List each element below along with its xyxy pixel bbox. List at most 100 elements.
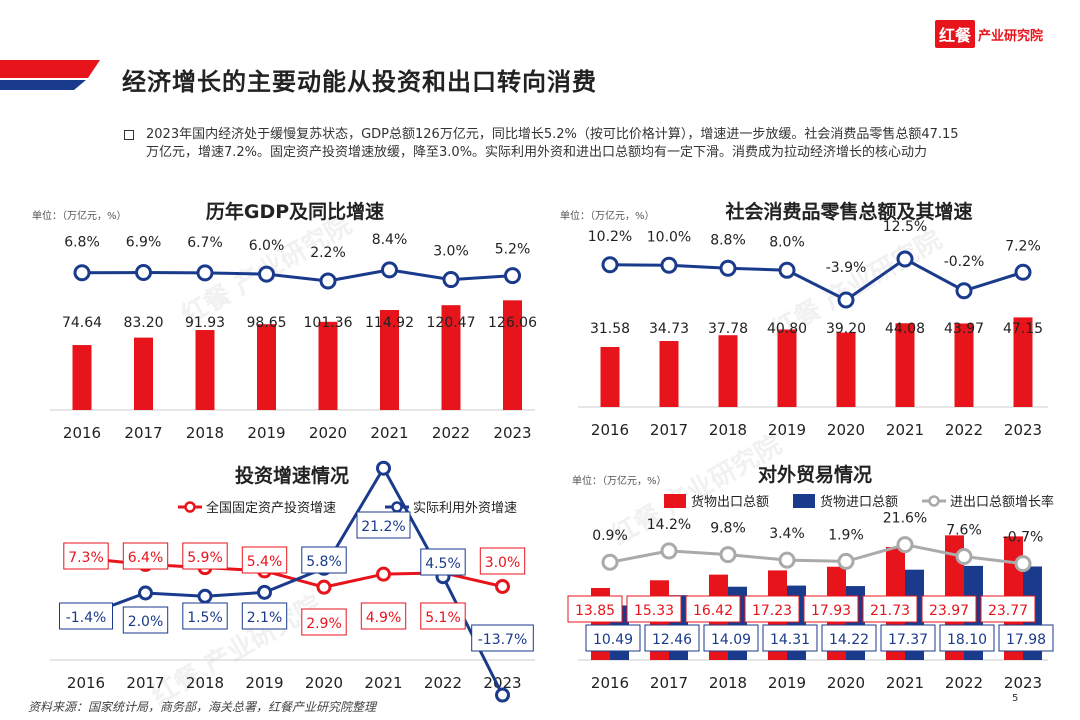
data-label-box — [182, 542, 228, 570]
data-label: 21.2% — [361, 519, 405, 535]
data-label-box — [685, 595, 741, 623]
bar-value-label: 43.97 — [944, 321, 984, 337]
data-label-box — [644, 624, 700, 652]
x-tick-label: 2021 — [364, 674, 402, 692]
growth-point — [316, 579, 332, 595]
data-label: 14.22 — [829, 632, 869, 648]
data-label: 3.0% — [485, 555, 521, 571]
bar-value-label: 126.06 — [488, 315, 537, 331]
data-label: 17.37 — [888, 632, 928, 648]
growth-value-label: 7.2% — [1005, 238, 1041, 254]
legend-marker — [184, 501, 196, 513]
x-tick-label: 2022 — [424, 674, 462, 692]
data-label: 6.4% — [128, 550, 164, 566]
data-label-box — [939, 624, 995, 652]
x-tick-label: 2018 — [709, 674, 747, 692]
data-label-box — [420, 548, 466, 576]
growth-value-label: 6.0% — [249, 238, 285, 254]
x-tick-label: 2023 — [493, 424, 531, 442]
data-label-box — [880, 624, 936, 652]
data-label-box — [241, 546, 288, 574]
x-tick-label: 2016 — [591, 421, 629, 439]
data-label: 17.93 — [811, 603, 851, 619]
growth-value-label: 9.8% — [710, 521, 746, 537]
growth-value-label: 8.0% — [769, 234, 805, 250]
growth-point — [257, 584, 272, 600]
bar — [134, 337, 153, 410]
bar-value-label: 120.47 — [427, 315, 476, 331]
data-label: 10.49 — [593, 632, 633, 648]
x-tick-label: 2016 — [63, 424, 101, 442]
banner-navy-stripe — [0, 80, 86, 90]
data-label: 23.97 — [929, 603, 969, 619]
x-tick-label: 2019 — [245, 674, 283, 692]
bar — [600, 346, 620, 407]
x-tick-label: 2019 — [768, 421, 806, 439]
data-label-box — [921, 595, 977, 623]
data-label: 5.1% — [425, 610, 461, 626]
bar — [441, 305, 461, 410]
legend-label: 货物进口总额 — [820, 494, 898, 510]
chart-title: 对外贸易情况 — [758, 463, 872, 486]
x-tick-label: 2017 — [126, 674, 164, 692]
bar-value-label: 47.15 — [1003, 321, 1043, 337]
bar-value-label: 34.73 — [649, 321, 689, 337]
bar — [1013, 317, 1033, 407]
growth-value-label: -0.2% — [944, 254, 985, 270]
growth-point — [778, 551, 796, 569]
growth-value-label: 6.9% — [126, 235, 162, 251]
data-label-box — [122, 542, 169, 570]
unit-label: 单位：（万亿元，%） — [572, 474, 667, 487]
x-tick-label: 2017 — [650, 421, 688, 439]
growth-point — [138, 585, 153, 601]
bar-value-label: 40.80 — [767, 321, 807, 337]
data-label: 2.0% — [128, 614, 164, 630]
data-label-box — [471, 624, 534, 652]
data-label: 23.77 — [988, 603, 1028, 619]
chart-title: 历年GDP及同比增速 — [206, 200, 384, 223]
x-tick-label: 2016 — [591, 674, 629, 692]
data-label-box — [803, 595, 859, 623]
bar-value-label: 98.65 — [246, 315, 286, 331]
growth-point — [319, 272, 337, 290]
growth-value-label: 12.5% — [883, 219, 927, 235]
x-tick-label: 2017 — [124, 424, 162, 442]
growth-point — [495, 687, 510, 703]
data-label-box — [862, 595, 918, 623]
chart-title: 投资增速情况 — [235, 464, 349, 487]
growth-value-label: 6.8% — [64, 235, 100, 251]
page-title: 经济增长的主要动能从投资和出口转向消费 — [122, 68, 597, 96]
growth-point — [73, 264, 91, 282]
x-tick-label: 2021 — [370, 424, 408, 442]
growth-point — [778, 261, 796, 279]
bar — [836, 332, 856, 407]
growth-value-label: 21.6% — [883, 511, 927, 527]
bullet-square-icon — [124, 130, 134, 140]
growth-value-label: 8.8% — [710, 232, 746, 248]
bar — [72, 345, 92, 410]
data-label: -1.4% — [66, 610, 107, 626]
x-tick-label: 2020 — [827, 674, 865, 692]
growth-line — [81, 268, 513, 283]
brand-logo: 红餐 产业研究院 — [935, 20, 1043, 48]
x-tick-label: 2023 — [1004, 674, 1042, 692]
x-tick-label: 2020 — [305, 674, 343, 692]
unit-label: 单位：（万亿元，%） — [560, 209, 655, 222]
data-label: 17.98 — [1006, 632, 1046, 648]
growth-value-label: 14.2% — [647, 517, 691, 533]
growth-point — [258, 265, 275, 283]
growth-point — [896, 536, 914, 554]
bar — [503, 300, 522, 410]
data-label-box — [744, 595, 800, 623]
bar-value-label: 74.64 — [62, 315, 102, 331]
data-label-box — [301, 546, 347, 574]
data-label: 12.46 — [652, 632, 692, 648]
bar-value-label: 44.08 — [885, 321, 925, 337]
x-tick-label: 2018 — [709, 421, 747, 439]
x-tick-label: 2016 — [67, 674, 105, 692]
bar — [257, 324, 276, 410]
growth-point — [1014, 555, 1032, 573]
data-label-box — [567, 595, 623, 623]
